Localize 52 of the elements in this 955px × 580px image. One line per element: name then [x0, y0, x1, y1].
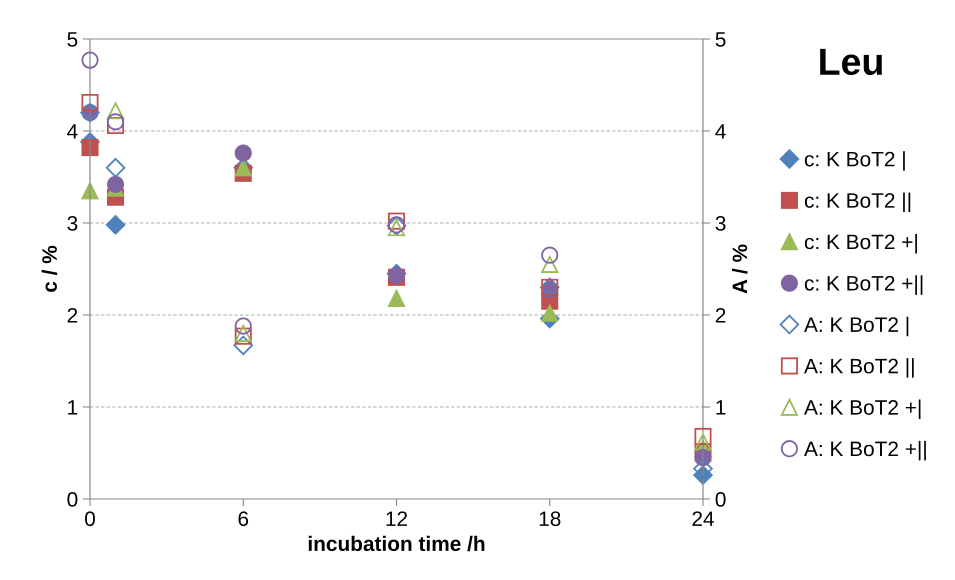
point — [81, 94, 99, 112]
y2-tick-label: 4 — [715, 124, 726, 139]
point — [388, 290, 406, 307]
y2-tick-label: 5 — [716, 32, 726, 47]
point — [693, 458, 713, 478]
point — [234, 324, 252, 342]
point — [234, 317, 252, 335]
y2-tick-label: 2 — [716, 308, 726, 323]
text: Leu — [820, 48, 882, 76]
point — [107, 176, 124, 193]
legend-label: c: K BoT2 | — [804, 151, 905, 171]
x-tick-label: 18 — [540, 511, 560, 526]
y2-tick-label: 1 — [716, 400, 726, 415]
y-tick-label: 3 — [67, 216, 78, 231]
x-tick-label: 6 — [238, 511, 248, 526]
y-tick-label: 1 — [68, 400, 78, 415]
x-tick-label: 0 — [85, 511, 95, 526]
legend-label: A: K BoT2 +| — [804, 400, 920, 420]
point — [107, 113, 124, 130]
point — [106, 215, 126, 235]
point — [694, 433, 712, 451]
x-tick-label: 12 — [386, 511, 408, 526]
y-tick-label: 5 — [67, 32, 78, 47]
y-tick-label: 0 — [67, 492, 78, 507]
legend-label: A: K BoT2 | — [804, 316, 908, 336]
point — [107, 116, 124, 134]
point — [234, 336, 253, 356]
point — [541, 304, 558, 322]
x-tick-label: 24 — [692, 511, 714, 526]
legend-label: c: K BoT2 +| — [804, 234, 917, 254]
x-axis-title: incubation time /h — [308, 536, 484, 552]
point — [541, 256, 558, 273]
y-tick-label: 2 — [68, 308, 78, 323]
point — [694, 428, 712, 445]
point — [81, 182, 99, 200]
legend-label: c: K BoT2 || — [804, 192, 910, 212]
point — [541, 246, 558, 264]
y-axis-title: c / % — [42, 246, 58, 292]
point — [81, 52, 99, 69]
y2-tick-label: 3 — [716, 216, 726, 231]
point — [234, 144, 252, 162]
point — [106, 158, 126, 178]
point — [81, 139, 99, 156]
point — [234, 328, 252, 345]
legend-label: c: K BoT2 +|| — [804, 275, 922, 295]
legend-label: A: K BoT2 || — [804, 358, 914, 378]
point — [107, 102, 124, 120]
point — [388, 212, 406, 230]
legend-label: A: K BoT2 +|| — [804, 440, 926, 460]
y2-axis-title: A / % — [732, 244, 748, 294]
y-tick-label: 4 — [67, 124, 78, 139]
y2-tick-label: 0 — [716, 492, 726, 507]
